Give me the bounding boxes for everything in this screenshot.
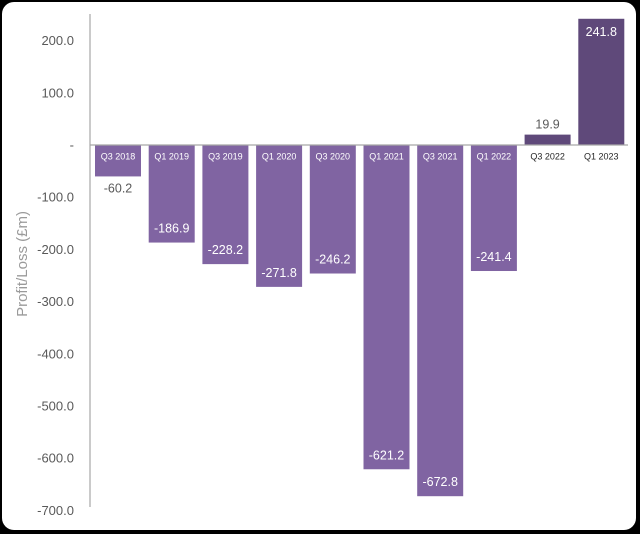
data-label: -228.2 — [208, 243, 243, 257]
y-tick-label: -100.0 — [37, 190, 74, 205]
bar — [309, 145, 356, 274]
data-label: 19.9 — [535, 118, 559, 132]
category-label: Q1 2019 — [154, 152, 189, 162]
category-label: Q1 2020 — [262, 152, 297, 162]
bar — [417, 145, 464, 497]
y-tick-label: -600.0 — [37, 451, 74, 466]
y-tick-label: 100.0 — [41, 85, 74, 100]
data-label: -621.2 — [369, 448, 404, 462]
bar — [256, 145, 303, 287]
data-label: -246.2 — [315, 253, 350, 267]
bar — [95, 145, 141, 177]
y-tick-label: -700.0 — [37, 503, 74, 518]
y-tick-label: -200.0 — [37, 242, 74, 257]
bar — [578, 18, 625, 146]
data-label: 241.8 — [586, 25, 617, 39]
profit-loss-bar-chart: 200.0 100.0 - -100.0 -200.0 -300.0 -400.0 -500.… — [14, 14, 628, 518]
category-label: Q3 2021 — [423, 152, 458, 162]
category-label: Q3 2019 — [208, 152, 243, 162]
y-tick-label: -300.0 — [37, 294, 74, 309]
category-label: Q1 2022 — [477, 152, 512, 162]
y-tick-label: 200.0 — [41, 33, 74, 48]
y-tick-label: -400.0 — [37, 346, 74, 361]
category-label: Q3 2020 — [316, 152, 351, 162]
bar — [470, 145, 517, 272]
category-label: Q3 2022 — [530, 152, 565, 162]
category-label: Q3 2018 — [101, 152, 136, 162]
y-axis-title: Profit/Loss (£m) — [14, 211, 31, 317]
data-label: -271.8 — [261, 266, 296, 280]
data-label: -241.4 — [476, 250, 511, 264]
category-label: Q1 2021 — [369, 152, 404, 162]
bar — [148, 145, 195, 243]
bar — [363, 145, 410, 470]
y-tick-label: -500.0 — [37, 399, 74, 414]
chart-card: 200.0 100.0 - -100.0 -200.0 -300.0 -400.0 -500.… — [2, 2, 636, 530]
data-label: -186.9 — [154, 222, 189, 236]
data-label: -672.8 — [422, 475, 457, 489]
bar — [524, 134, 571, 145]
y-tick-label: - — [70, 138, 74, 153]
bar — [202, 145, 249, 265]
data-label: -60.2 — [104, 181, 133, 195]
category-label: Q1 2023 — [584, 152, 619, 162]
